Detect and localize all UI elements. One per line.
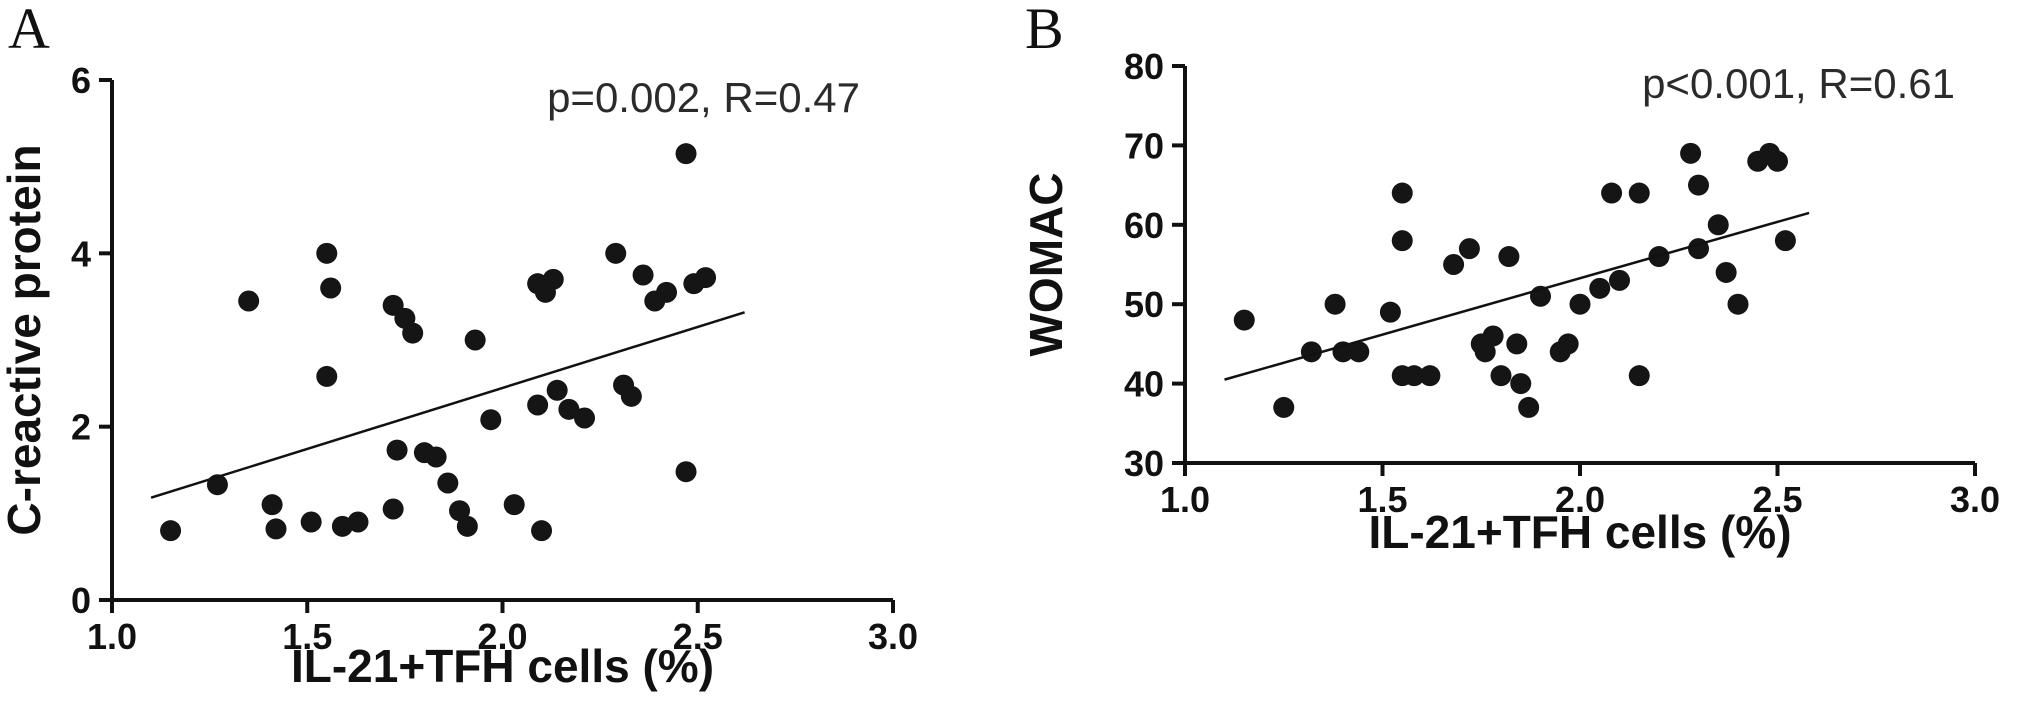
scatter-point — [1458, 238, 1480, 260]
y-tick-label: 0 — [71, 580, 91, 621]
stats-annotation: p<0.001, R=0.61 — [1642, 60, 1955, 107]
scatter-point — [480, 409, 502, 431]
x-axis-label: IL-21+TFH cells (%) — [291, 640, 714, 692]
y-tick-label: 2 — [71, 407, 91, 448]
x-tick-label: 1.5 — [282, 616, 332, 657]
scatter-point — [1727, 293, 1749, 315]
scatter-point — [542, 268, 564, 290]
scatter-point — [620, 385, 642, 407]
scatter-point — [1324, 293, 1346, 315]
scatter-point — [1391, 230, 1413, 252]
y-axis-label: C-reactive protein — [0, 144, 50, 535]
x-axis-label: IL-21+TFH cells (%) — [1368, 506, 1791, 558]
scatter-point — [531, 520, 553, 542]
scatter-point — [1233, 309, 1255, 331]
y-tick-label: 6 — [71, 60, 91, 101]
scatter-point — [1419, 365, 1441, 387]
scatter-point — [1715, 261, 1737, 283]
scatter-point — [1403, 365, 1425, 387]
scatter-point — [675, 143, 697, 165]
scatter-point — [1391, 182, 1413, 204]
x-tick-label: 3.0 — [1950, 479, 2000, 520]
scatter-point — [527, 394, 549, 416]
scatter-point — [1273, 396, 1295, 418]
scatter-point — [1379, 301, 1401, 323]
scatter-point — [265, 518, 287, 540]
scatter-point — [1767, 150, 1788, 172]
x-tick-label: 3.0 — [868, 616, 918, 657]
scatter-point — [1628, 182, 1650, 204]
panel-b-letter: B — [1025, 0, 1064, 61]
panel-b: B 1.0 1.5 2.0 2.5 3.0 30 40 50 60 70 80 IL-21+TFH c… — [1000, 0, 2031, 728]
x-tick-label: 1.0 — [87, 616, 137, 657]
y-tick-label: 4 — [71, 233, 91, 274]
y-tick-label: 40 — [1124, 364, 1164, 405]
scatter-point — [1589, 277, 1611, 299]
scatter-point — [1482, 325, 1504, 347]
panel-a: A 1.0 1.5 2.0 2.5 3.0 0 2 4 6 IL-21+TFH cells (%)… — [0, 0, 1000, 728]
scatter-point — [402, 322, 424, 344]
scatter-point — [1490, 365, 1512, 387]
scatter-point — [425, 446, 447, 468]
scatter-point — [558, 398, 580, 420]
scatter-point — [1774, 230, 1796, 252]
scatter-point — [1348, 341, 1370, 363]
scatter-point — [347, 511, 369, 533]
regression-line — [1224, 211, 1810, 381]
scatter-point — [320, 277, 342, 299]
scatter-point — [1569, 293, 1591, 315]
scatter-point — [632, 264, 654, 286]
scatter-point — [1474, 341, 1496, 363]
scatter-point — [464, 329, 486, 351]
x-tick-label: 2.0 — [477, 616, 527, 657]
scatter-point — [546, 379, 568, 401]
scatter-point — [261, 494, 283, 516]
y-tick-label: 60 — [1124, 205, 1164, 246]
scatter-point — [316, 242, 338, 264]
scatter-point — [238, 290, 260, 312]
scatter-point — [300, 511, 322, 533]
scatter-point — [574, 407, 596, 429]
scatter-point — [1557, 333, 1579, 355]
scatter-point — [675, 461, 697, 483]
regression-line — [150, 311, 745, 499]
scatter-point — [1707, 214, 1729, 236]
stats-annotation: p=0.002, R=0.47 — [547, 74, 860, 121]
scatter-point — [316, 365, 338, 387]
scatter-point — [1628, 365, 1650, 387]
scatter-point — [1680, 142, 1702, 164]
scatter-point — [456, 515, 478, 537]
scatter-point — [437, 472, 459, 494]
scatter-point — [386, 439, 408, 461]
y-tick-label: 80 — [1124, 46, 1164, 87]
y-tick-label: 70 — [1124, 125, 1164, 166]
x-tick-label: 2.0 — [1555, 479, 1605, 520]
y-tick-label: 50 — [1124, 284, 1164, 325]
x-tick-label: 1.5 — [1357, 479, 1407, 520]
x-tick-label: 2.5 — [1752, 479, 1802, 520]
scatter-chart-womac: 1.0 1.5 2.0 2.5 3.0 30 40 50 60 70 80 IL-21+TFH cel… — [1020, 46, 2000, 558]
scatter-point — [382, 498, 404, 520]
scatter-point — [1498, 246, 1520, 268]
x-tick-label: 1.0 — [1160, 479, 1210, 520]
scatter-point — [656, 281, 678, 303]
scatter-point — [605, 242, 627, 264]
y-axis-label: WOMAC — [1020, 173, 1072, 357]
scatter-point — [449, 500, 471, 522]
scatter-point — [1688, 174, 1709, 196]
scatter-point — [503, 494, 525, 516]
scatter-point — [160, 520, 182, 542]
scatter-point — [1510, 373, 1532, 395]
scatter-point — [1518, 396, 1540, 418]
scatter-point — [695, 267, 717, 289]
x-tick-label: 2.5 — [673, 616, 723, 657]
scatter-chart-crp: 1.0 1.5 2.0 2.5 3.0 0 2 4 6 IL-21+TFH cells (%) C-… — [0, 60, 918, 692]
scatter-point — [1609, 269, 1630, 291]
scatter-point — [1506, 333, 1528, 355]
panel-a-letter: A — [8, 0, 50, 61]
scatter-point — [1443, 254, 1465, 275]
y-tick-label: 30 — [1124, 443, 1164, 484]
scatter-point — [1601, 182, 1623, 204]
